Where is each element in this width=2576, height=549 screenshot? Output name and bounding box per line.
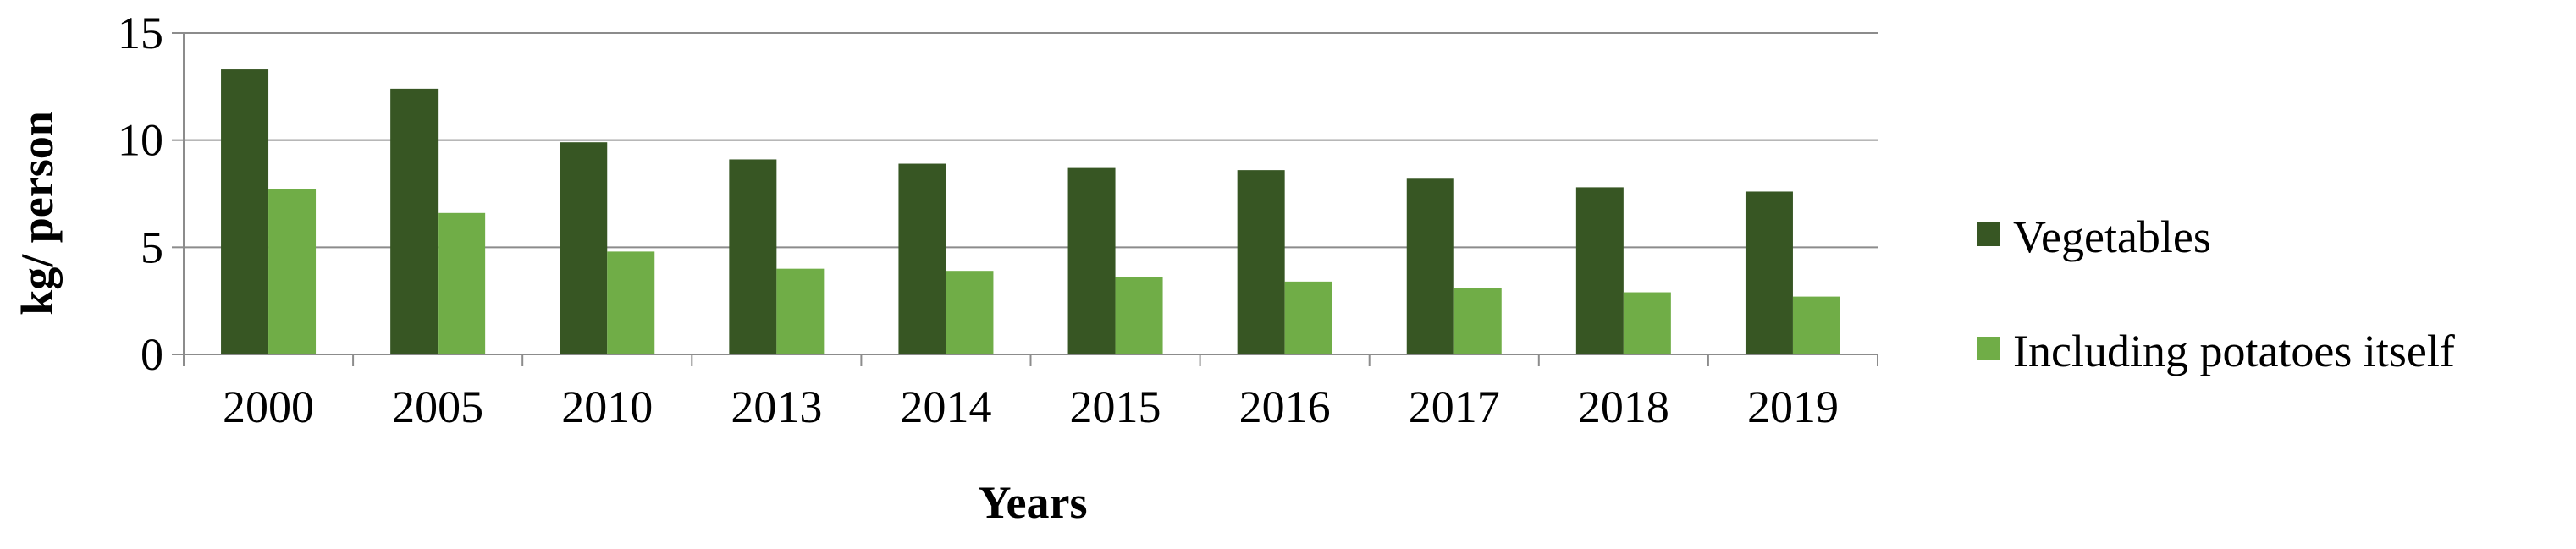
legend-label-vegetables: Vegetables <box>2013 211 2211 262</box>
bar-including-potatoes-itself-2005 <box>438 212 486 354</box>
bar-including-potatoes-itself-2010 <box>607 251 655 354</box>
bar-vegetables-2010 <box>560 142 608 354</box>
y-tick-label: 10 <box>118 115 163 166</box>
bar-vegetables-2015 <box>1067 167 1116 354</box>
x-tick-label: 2010 <box>561 382 653 432</box>
x-axis-title: Years <box>979 477 1088 528</box>
bar-vegetables-2000 <box>221 69 269 355</box>
x-tick-label: 2017 <box>1409 382 1500 432</box>
y-tick-label: 15 <box>118 8 163 58</box>
x-tick-label: 2000 <box>223 382 314 432</box>
x-tick-label: 2019 <box>1747 382 1839 432</box>
x-tick-label: 2014 <box>900 382 991 432</box>
x-tick-label: 2015 <box>1070 382 1161 432</box>
bar-vegetables-2013 <box>729 159 777 354</box>
legend-label-including-potatoes-itself: Including potatoes itself <box>2013 326 2455 376</box>
bars <box>221 69 1840 355</box>
bar-including-potatoes-itself-2013 <box>776 268 825 354</box>
axes: 0 5 10 15 2000 2005 2010 2013 2014 2015 2016 2017 20… <box>118 8 1878 432</box>
legend-swatch-vegetables <box>1977 222 2000 246</box>
bar-including-potatoes-itself-2015 <box>1115 277 1163 354</box>
bar-vegetables-2019 <box>1745 191 1793 354</box>
bar-including-potatoes-itself-2014 <box>946 271 994 354</box>
legend-item-vegetables: Vegetables <box>1977 211 2211 262</box>
bar-vegetables-2005 <box>390 88 439 354</box>
bar-including-potatoes-itself-2017 <box>1453 288 1502 354</box>
x-tick-label: 2016 <box>1239 382 1331 432</box>
bar-vegetables-2014 <box>898 163 946 354</box>
y-axis-title: kg/ person <box>12 111 63 316</box>
bar-including-potatoes-itself-2019 <box>1792 296 1840 354</box>
legend-item-including-potatoes-itself: Including potatoes itself <box>1977 326 2455 376</box>
bar-vegetables-2018 <box>1575 187 1624 354</box>
x-tick-label: 2018 <box>1578 382 1669 432</box>
bar-vegetables-2017 <box>1406 178 1454 354</box>
bar-vegetables-2016 <box>1237 170 1285 354</box>
bar-including-potatoes-itself-2018 <box>1623 292 1671 354</box>
y-tick-label: 5 <box>141 222 163 272</box>
x-tick-label: 2013 <box>731 382 822 432</box>
legend-swatch-including-potatoes-itself <box>1977 337 2000 360</box>
y-tick-label: 0 <box>141 329 163 380</box>
bar-including-potatoes-itself-2000 <box>268 189 317 354</box>
legend: Vegetables Including potatoes itself <box>1977 211 2455 376</box>
x-tick-label: 2005 <box>392 382 483 432</box>
bar-including-potatoes-itself-2016 <box>1284 281 1332 354</box>
